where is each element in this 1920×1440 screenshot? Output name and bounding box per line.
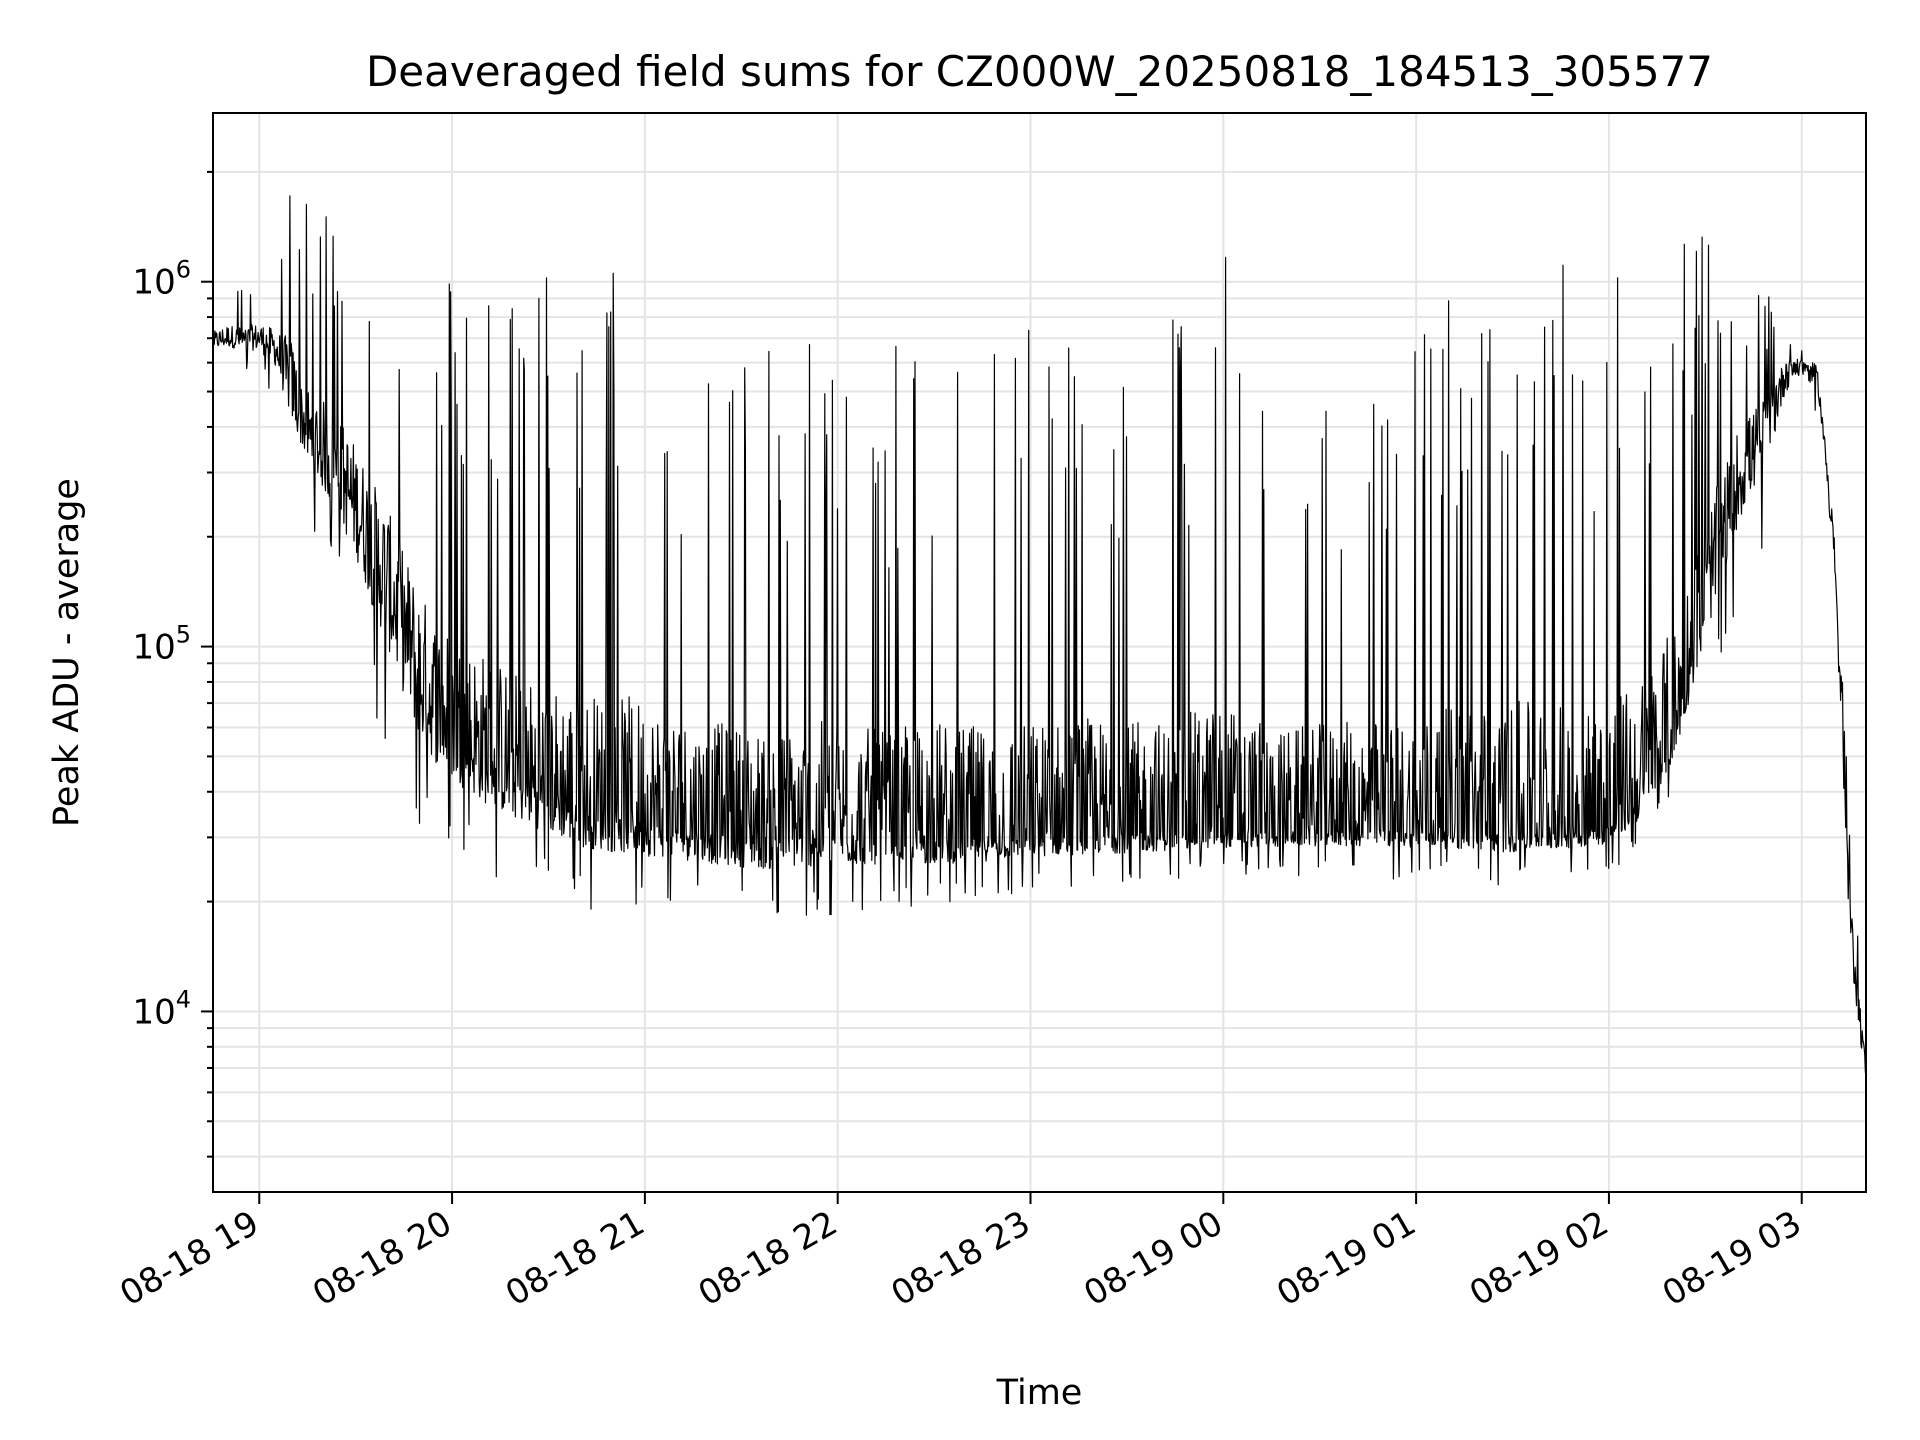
y-tick-label: 105 <box>132 621 191 668</box>
plot-area <box>213 195 1867 1074</box>
series-line <box>213 195 1867 1074</box>
chart-title: Deaveraged field sums for CZ000W_2025081… <box>366 47 1713 96</box>
axes-frame <box>212 112 1867 1193</box>
x-axis-label: Time <box>996 1373 1083 1413</box>
y-tick-label: 106 <box>132 256 191 303</box>
y-axis-label: Peak ADU - average <box>47 478 87 827</box>
y-tick-label: 104 <box>132 985 191 1032</box>
